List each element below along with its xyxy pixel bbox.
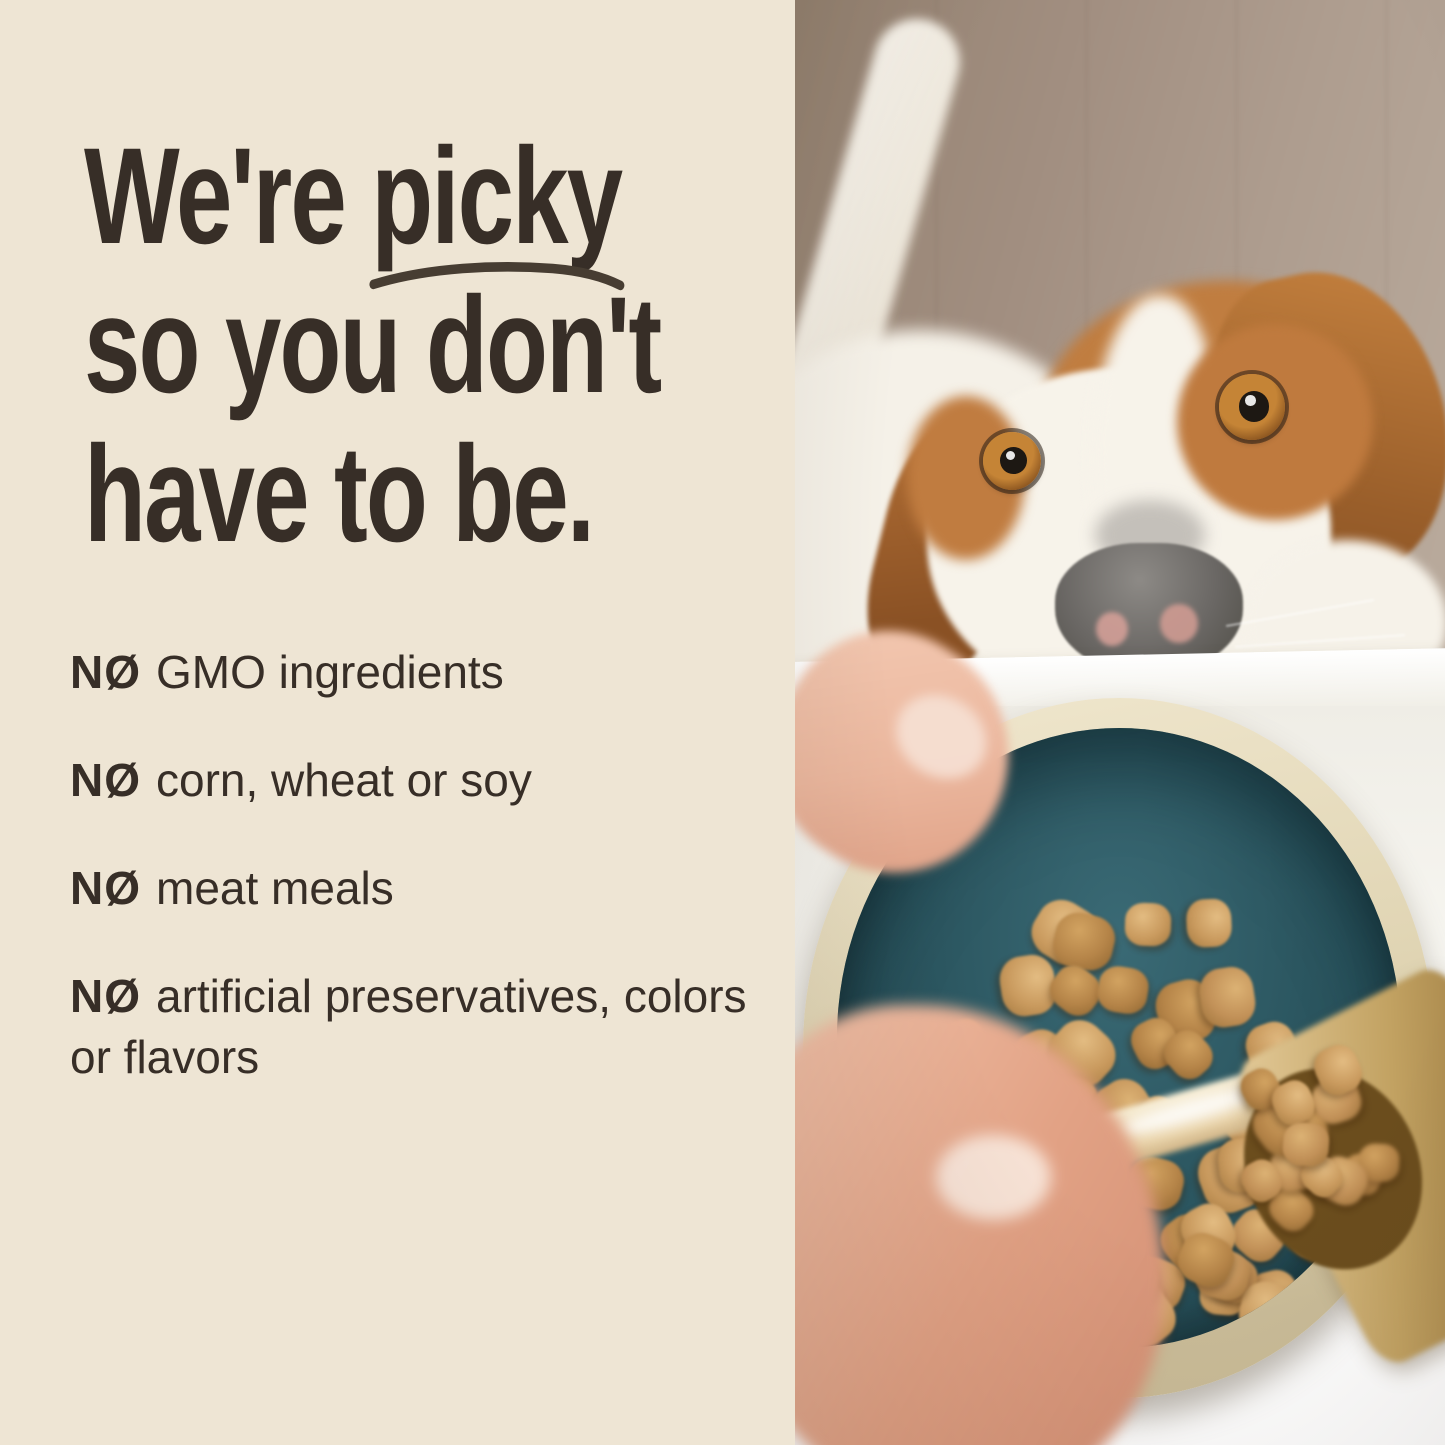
claim-label: GMO ingredients — [156, 646, 504, 698]
no-prefix: NØ — [70, 646, 141, 698]
headline-underlined-word: picky — [369, 120, 625, 291]
claim-item-gmo: NØ GMO ingredients — [70, 642, 776, 703]
headline-line1-prefix: We're — [84, 120, 372, 273]
dog-left-eye — [983, 432, 1041, 490]
nostril — [1096, 611, 1129, 646]
headline-line-3: have to be. — [84, 418, 595, 571]
headline: We're picky so you don't have to be. — [84, 122, 863, 569]
eye-highlight — [1006, 450, 1016, 460]
no-claims-list: NØ GMO ingredients NØ corn, wheat or soy N… — [70, 642, 776, 1135]
no-prefix: NØ — [70, 862, 141, 914]
claim-label: artificial preservatives, colors or flav… — [70, 970, 747, 1083]
photo-vignette — [795, 0, 1445, 1445]
dog-right-eye — [1219, 374, 1285, 440]
eye-highlight — [1245, 395, 1256, 406]
fingernail — [936, 1135, 1051, 1220]
claim-label: meat meals — [156, 862, 394, 914]
hand-drawn-underline-icon — [369, 262, 625, 291]
headline-line-1: We're picky — [84, 120, 660, 291]
headline-line-2: so you don't — [84, 269, 662, 422]
no-prefix: NØ — [70, 970, 141, 1022]
claims-panel: We're picky so you don't have to be. NØ G… — [70, 122, 776, 1135]
no-prefix: NØ — [70, 754, 141, 806]
claim-item-meat-meals: NØ meat meals — [70, 858, 776, 919]
claim-label: corn, wheat or soy — [156, 754, 532, 806]
claim-item-corn-wheat-soy: NØ corn, wheat or soy — [70, 750, 776, 811]
nostril — [1160, 603, 1198, 644]
claim-item-artificial: NØ artificial preservatives, colors or fl… — [70, 966, 776, 1088]
headline-word-picky: picky — [371, 120, 623, 273]
dog-photo — [795, 0, 1445, 1445]
